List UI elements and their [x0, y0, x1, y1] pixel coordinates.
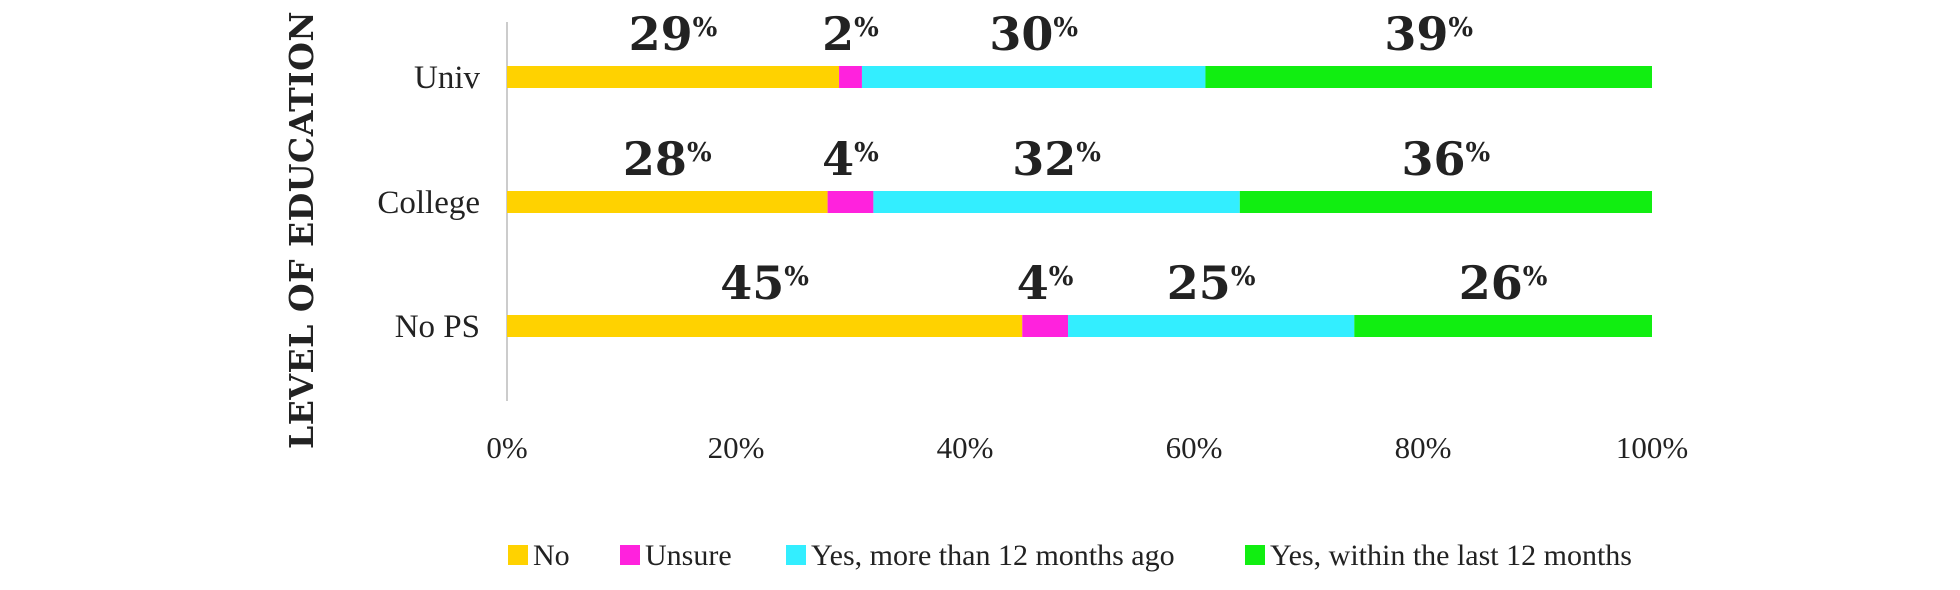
bar-segment [507, 191, 828, 213]
data-label: 32% [1012, 132, 1101, 186]
bar-segment [1354, 315, 1652, 337]
data-label: 36% [1402, 132, 1491, 186]
legend-swatch [620, 545, 640, 565]
bar-segment [1068, 315, 1355, 337]
legend-label: No [533, 539, 570, 572]
legend-swatch [1245, 545, 1265, 565]
data-label: 39% [1384, 7, 1473, 61]
bar-segment [873, 191, 1240, 213]
category-labels-group: Univ College No PS [377, 60, 480, 345]
data-label: 29% [629, 7, 718, 61]
legend-label: Yes, more than 12 months ago [811, 539, 1175, 572]
y-axis-title: LEVEL OF EDUCATION [282, 11, 321, 449]
category-label: Univ [414, 60, 481, 96]
bar-segment [861, 66, 1206, 88]
bar-segment [827, 191, 874, 213]
bars-group [507, 66, 1652, 337]
legend: No Unsure Yes, more than 12 months ago Yes,… [508, 539, 1632, 572]
data-label: 4% [1017, 256, 1074, 310]
bar-segment [507, 66, 840, 88]
category-label: College [377, 185, 480, 221]
data-label: 45% [720, 256, 809, 310]
bar-segment [1239, 191, 1652, 213]
x-tick-label: 60% [1166, 430, 1223, 465]
category-label: No PS [395, 309, 480, 345]
data-label: 25% [1167, 256, 1256, 310]
x-tick-label: 80% [1395, 430, 1452, 465]
data-label: 30% [989, 7, 1078, 61]
x-tick-labels-group: 0% 20% 40% 60% 80% 100% [486, 430, 1688, 465]
legend-label: Unsure [645, 539, 732, 572]
data-label: 4% [822, 132, 879, 186]
bar-segment [839, 66, 862, 88]
x-tick-label: 100% [1616, 430, 1688, 465]
bar-segment [1022, 315, 1069, 337]
legend-swatch [786, 545, 806, 565]
legend-label: Yes, within the last 12 months [1270, 539, 1632, 572]
bar-segment [507, 315, 1023, 337]
x-tick-label: 20% [708, 430, 765, 465]
data-label: 26% [1459, 256, 1548, 310]
legend-swatch [508, 545, 528, 565]
data-labels-group: 29% 2% 30% 39% 28% 4% 32% 36% 45% 4% 25% 26% [623, 7, 1548, 310]
bar-segment [1205, 66, 1652, 88]
x-tick-label: 0% [486, 430, 527, 465]
data-label: 28% [623, 132, 712, 186]
x-tick-label: 40% [937, 430, 994, 465]
data-label: 2% [822, 7, 879, 61]
